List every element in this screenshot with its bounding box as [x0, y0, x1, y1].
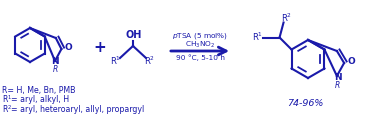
Text: R: R — [335, 80, 341, 90]
Text: = aryl, heteroaryl, allyl, propargyl: = aryl, heteroaryl, allyl, propargyl — [11, 106, 144, 114]
Text: CH$_3$NO$_2$: CH$_3$NO$_2$ — [185, 40, 215, 50]
Text: 1: 1 — [8, 95, 11, 100]
Text: 2: 2 — [8, 105, 11, 110]
Text: OH: OH — [126, 30, 142, 40]
Text: R: R — [2, 106, 8, 114]
Text: O: O — [65, 44, 72, 53]
Text: R$^2$: R$^2$ — [281, 11, 292, 24]
Text: R$^2$: R$^2$ — [144, 55, 155, 67]
Text: +: + — [94, 41, 106, 56]
Text: = aryl, alkyl, H: = aryl, alkyl, H — [11, 95, 69, 105]
Text: O: O — [347, 57, 355, 67]
Text: R$^1$: R$^1$ — [110, 55, 121, 67]
Text: N: N — [51, 57, 59, 67]
Text: $p$TSA (5 mol%): $p$TSA (5 mol%) — [172, 31, 228, 41]
Text: 74-96%: 74-96% — [287, 98, 323, 107]
Text: R$^1$: R$^1$ — [252, 30, 263, 43]
Text: 90 °C, 5-10 h: 90 °C, 5-10 h — [175, 55, 225, 61]
Text: R: R — [2, 95, 8, 105]
Text: N: N — [334, 72, 342, 82]
Text: R: R — [53, 65, 57, 75]
Text: R= H, Me, Bn, PMB: R= H, Me, Bn, PMB — [2, 86, 75, 95]
